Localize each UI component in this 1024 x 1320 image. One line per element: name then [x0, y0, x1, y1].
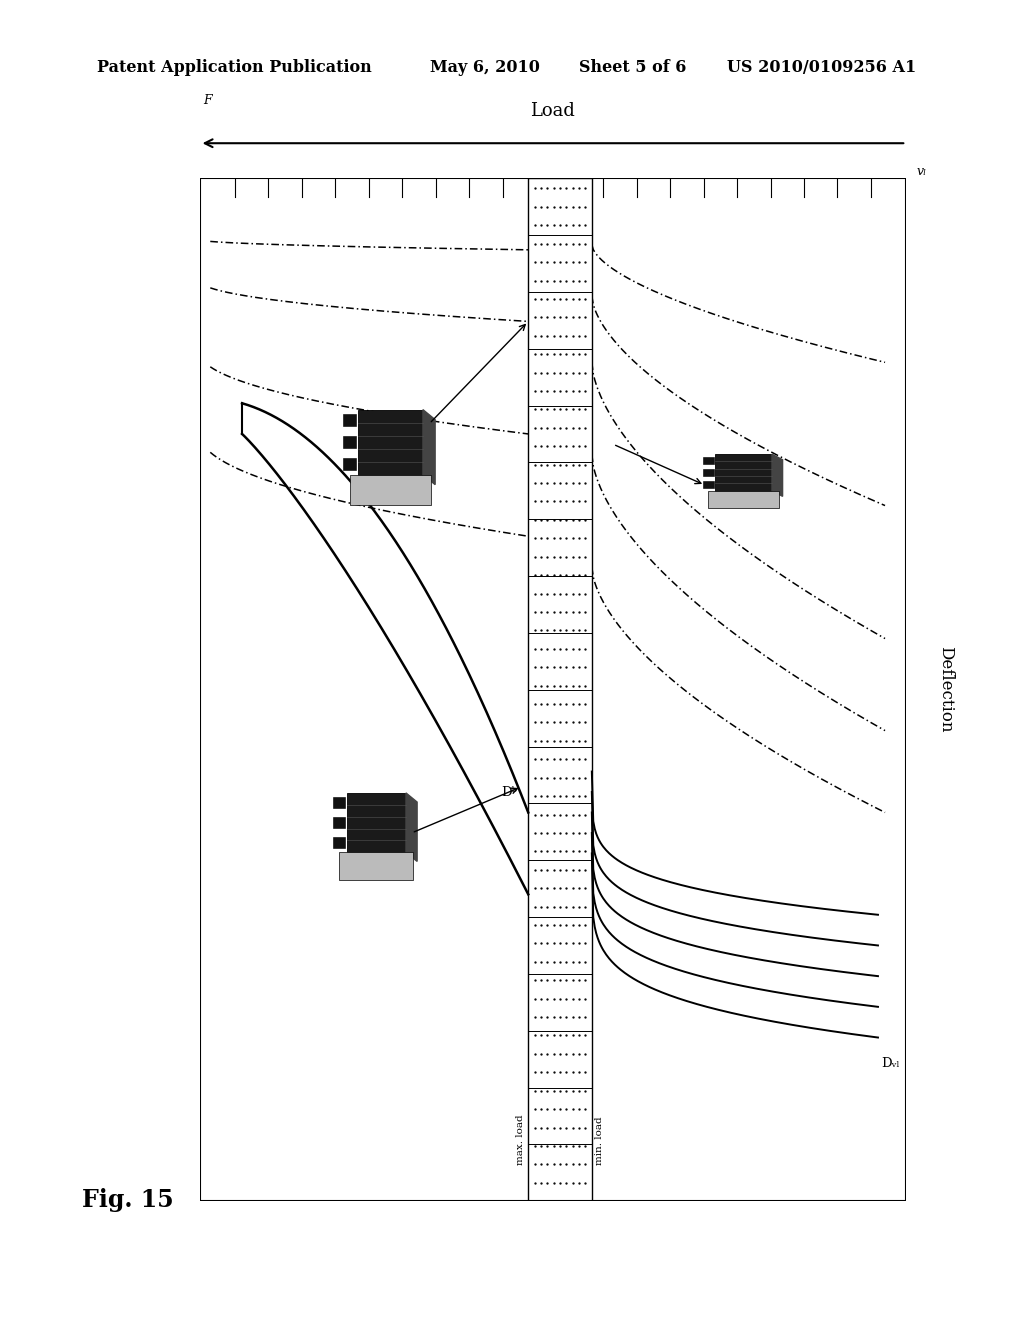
- Bar: [702, 482, 714, 488]
- Bar: [333, 797, 345, 808]
- Bar: [347, 793, 406, 853]
- Bar: [343, 436, 356, 449]
- Bar: [350, 475, 431, 504]
- Bar: [333, 837, 345, 847]
- Bar: [702, 469, 714, 475]
- Bar: [528, 178, 592, 1201]
- Polygon shape: [406, 793, 417, 862]
- Text: May 6, 2010: May 6, 2010: [430, 59, 540, 77]
- Text: Sheet 5 of 6: Sheet 5 of 6: [579, 59, 686, 77]
- Text: F: F: [203, 94, 212, 107]
- Bar: [709, 491, 779, 508]
- Bar: [358, 409, 423, 475]
- Text: max. load: max. load: [516, 1115, 524, 1166]
- Polygon shape: [423, 409, 435, 484]
- Text: min. load: min. load: [595, 1117, 604, 1166]
- Text: Deflection: Deflection: [937, 647, 953, 733]
- Text: Dᵥₗ: Dᵥₗ: [882, 1056, 900, 1069]
- Text: Fig. 15: Fig. 15: [82, 1188, 173, 1212]
- Bar: [716, 454, 772, 491]
- Bar: [343, 414, 356, 426]
- Text: Dᵇ: Dᵇ: [502, 785, 517, 799]
- Text: vₗ: vₗ: [916, 165, 927, 178]
- Text: Patent Application Publication: Patent Application Publication: [97, 59, 372, 77]
- Polygon shape: [772, 454, 782, 496]
- Bar: [339, 853, 414, 879]
- Bar: [333, 817, 345, 828]
- Bar: [702, 457, 714, 463]
- Bar: [343, 458, 356, 470]
- Text: Load: Load: [530, 102, 575, 120]
- Text: US 2010/0109256 A1: US 2010/0109256 A1: [727, 59, 916, 77]
